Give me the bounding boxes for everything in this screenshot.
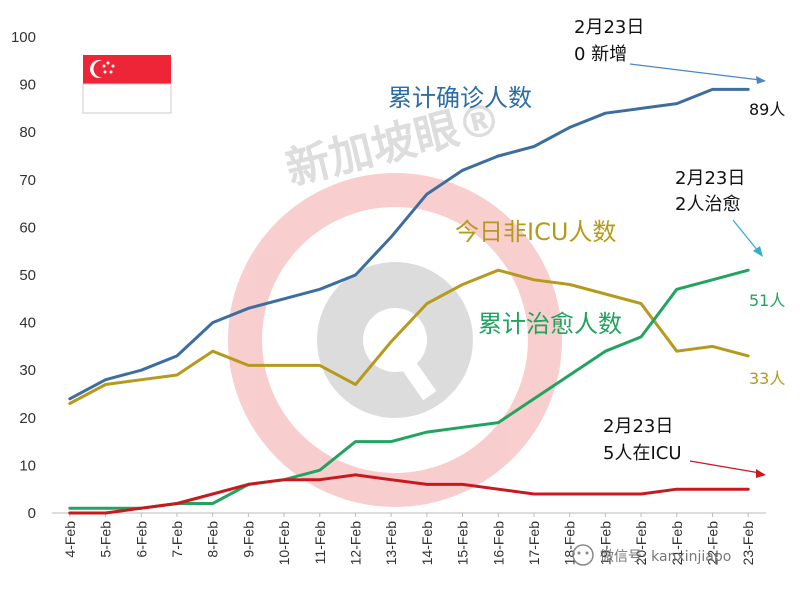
x-tick-label: 14-Feb	[419, 521, 435, 566]
y-tick-label: 60	[19, 219, 36, 236]
x-tick-label: 6-Feb	[133, 521, 149, 558]
x-tick-label: 23-Feb	[740, 521, 756, 566]
annotation-icu-line1: 2月23日	[603, 416, 673, 437]
x-tick-label: 16-Feb	[490, 521, 506, 566]
x-tick-label: 8-Feb	[205, 521, 221, 558]
y-tick-label: 20	[19, 410, 36, 427]
series-line-recovered	[68, 268, 750, 510]
x-tick-label: 17-Feb	[526, 521, 542, 566]
x-tick-label: 13-Feb	[383, 521, 399, 566]
y-tick-label: 40	[19, 315, 36, 332]
x-tick-label: 18-Feb	[562, 521, 578, 566]
y-tick-label: 0	[28, 505, 36, 522]
annotation-confirmed-line1: 2月23日	[574, 17, 644, 38]
annotation-recovered-line1: 2月23日	[675, 168, 745, 189]
annotation-icu: 2月23日 5人在ICU	[603, 416, 766, 478]
x-tick-label: 4-Feb	[62, 521, 78, 558]
annotation-recovered: 2月23日 2人治愈	[675, 168, 763, 257]
annotation-icu-line2: 5人在ICU	[603, 443, 682, 464]
y-tick-label: 50	[19, 267, 36, 284]
series-label-confirmed: 累计确诊人数	[388, 84, 532, 112]
series-line-confirmed	[68, 87, 750, 401]
y-tick-label: 100	[11, 29, 36, 46]
y-tick-label: 30	[19, 362, 36, 379]
wechat-id: 微信号: kanxinjiapo	[600, 549, 731, 565]
annotation-recovered-line2: 2人治愈	[675, 194, 740, 215]
series-label-non-icu: 今日非ICU人数	[455, 218, 616, 246]
wechat-watermark: 微信号: kanxinjiapo	[572, 544, 731, 566]
plot-lines	[68, 87, 750, 515]
x-tick-label: 19-Feb	[597, 521, 613, 566]
x-tick-label: 5-Feb	[98, 521, 114, 558]
x-tick-label: 20-Feb	[633, 521, 649, 566]
series-line-icu	[68, 473, 750, 515]
end-label-non-icu: 33人	[749, 369, 785, 388]
x-tick-label: 9-Feb	[240, 521, 256, 558]
end-label-recovered: 51人	[749, 291, 785, 310]
annotation-confirmed-line2: 0 新增	[574, 44, 627, 65]
x-tick-label: 22-Feb	[704, 521, 720, 566]
x-tick-label: 11-Feb	[312, 521, 328, 565]
y-tick-label: 70	[19, 172, 36, 189]
y-tick-label: 80	[19, 124, 36, 141]
end-label-confirmed: 89人	[749, 100, 785, 119]
x-tick-label: 10-Feb	[276, 521, 292, 566]
x-tick-label: 12-Feb	[347, 521, 363, 566]
x-tick-label: 7-Feb	[169, 521, 185, 558]
y-tick-label: 90	[19, 77, 36, 94]
x-tick-label: 21-Feb	[669, 521, 685, 566]
singapore-flag	[82, 55, 172, 114]
axes: 0 10 20 30 40 50 60 70 80 90 100 4-Feb 5-Feb 6-Feb 7-F…	[11, 29, 766, 565]
series-label-recovered: 累计治愈人数	[478, 310, 622, 338]
y-tick-label: 10	[19, 457, 36, 474]
series-line-non-icu	[68, 268, 750, 405]
x-tick-label: 15-Feb	[455, 521, 471, 566]
annotation-confirmed: 2月23日 0 新增	[574, 17, 766, 84]
